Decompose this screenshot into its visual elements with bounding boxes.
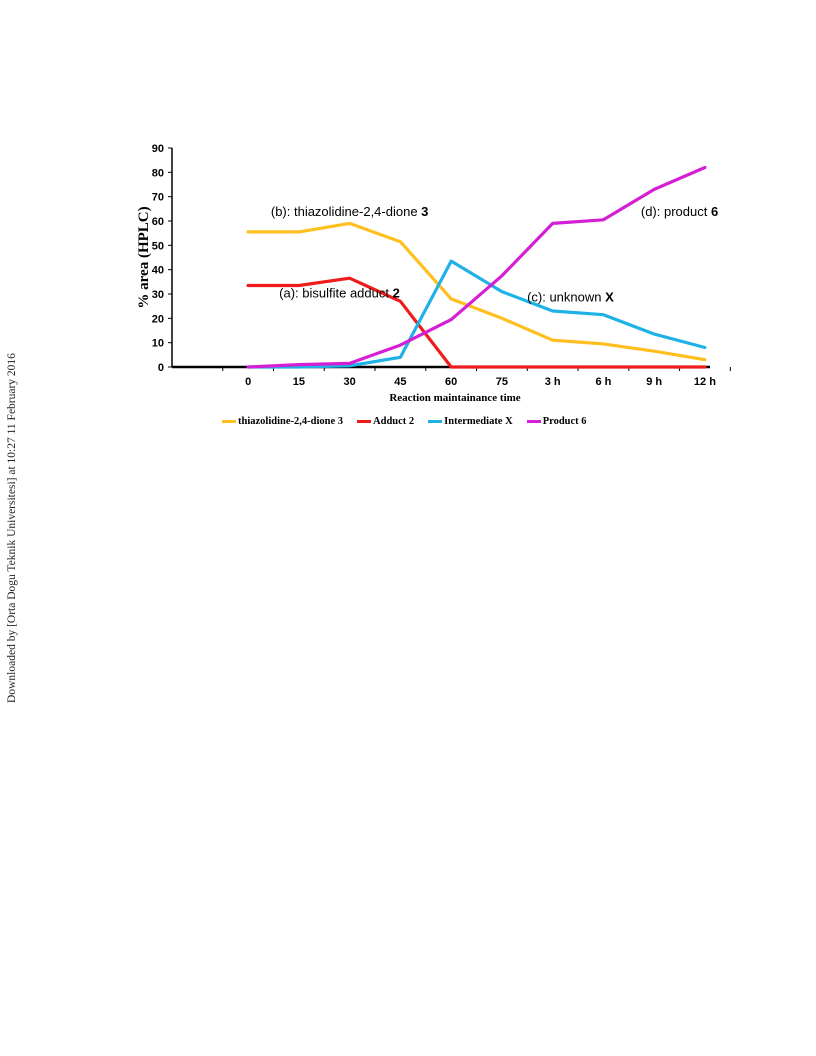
annotation-compound-number: 6 [711,204,718,219]
legend-label: Product 6 [542,416,587,427]
y-tick-label: 60 [152,216,164,228]
x-tick-label: 75 [496,376,508,388]
x-tick-label: 9 h [646,376,662,388]
annotation-4: (c): unknown X [527,289,614,304]
y-tick-label: 80 [152,167,164,179]
series-line-2 [246,276,707,369]
chart-annotations: (b): thiazolidine-2,4-dione 3 (a): bisulf… [271,204,718,304]
y-tick-label: 30 [152,289,164,301]
annotation-text: (b): thiazolidine-2,4-dione [271,204,421,219]
series-line-3 [246,259,707,369]
legend-label: thiazolidine-2,4-dione 3 [238,416,344,427]
annotation-2: (a): bisulfite adduct 2 [279,286,400,301]
x-tick-label: 60 [445,376,457,388]
x-tick-label: 15 [293,376,305,388]
legend-swatch [428,420,443,423]
series-line-1 [246,221,707,362]
y-tick-label: 20 [152,313,164,325]
x-tick-label: 12 h [694,376,716,388]
legend-item: Product 6 [526,416,587,427]
chart-legend: thiazolidine-2,4-dione 3 Adduct 2 Intermed… [222,416,587,427]
y-tick-label: 10 [152,338,164,350]
legend-swatch [357,420,372,423]
y-axis-title: % area (HPLC) [136,206,152,308]
x-tick-label: 3 h [545,376,561,388]
y-tick-label: 70 [152,192,164,204]
y-tick-label: 40 [152,265,164,277]
chart-lines [246,165,707,369]
annotation-1: (b): thiazolidine-2,4-dione 3 [271,204,429,219]
legend-item: Intermediate X [428,416,513,427]
annotation-text: (d): product [641,204,711,219]
legend-label: Intermediate X [444,416,513,427]
annotation-3: (d): product 6 [641,204,718,219]
x-tick-label: 30 [344,376,356,388]
x-tick-label: 45 [394,376,406,388]
annotation-text: (a): bisulfite adduct [279,286,392,301]
annotation-compound-number: X [605,289,614,304]
annotation-compound-number: 3 [421,204,428,219]
y-tick-label: 0 [158,362,164,374]
series-line-4 [246,165,707,369]
legend-label: Adduct 2 [373,416,415,427]
y-tick-label: 50 [152,240,164,252]
legend-item: thiazolidine-2,4-dione 3 [222,416,343,427]
legend-item: Adduct 2 [357,416,414,427]
annotation-compound-number: 2 [393,286,400,301]
annotation-text: (c): unknown [527,289,605,304]
legend-swatch [526,420,541,423]
legend-swatch [222,420,236,423]
x-axis-title: Reaction maintainance time [389,392,520,404]
y-tick-label: 90 [152,143,164,155]
x-tick-label: 6 h [595,376,611,388]
x-tick-label: 0 [245,376,251,388]
chart-axes: 0 10 20 30 40 50 60 70 80 90 0 15 30 45 60 75 3 h 6 h 9 h 1… [136,143,731,404]
